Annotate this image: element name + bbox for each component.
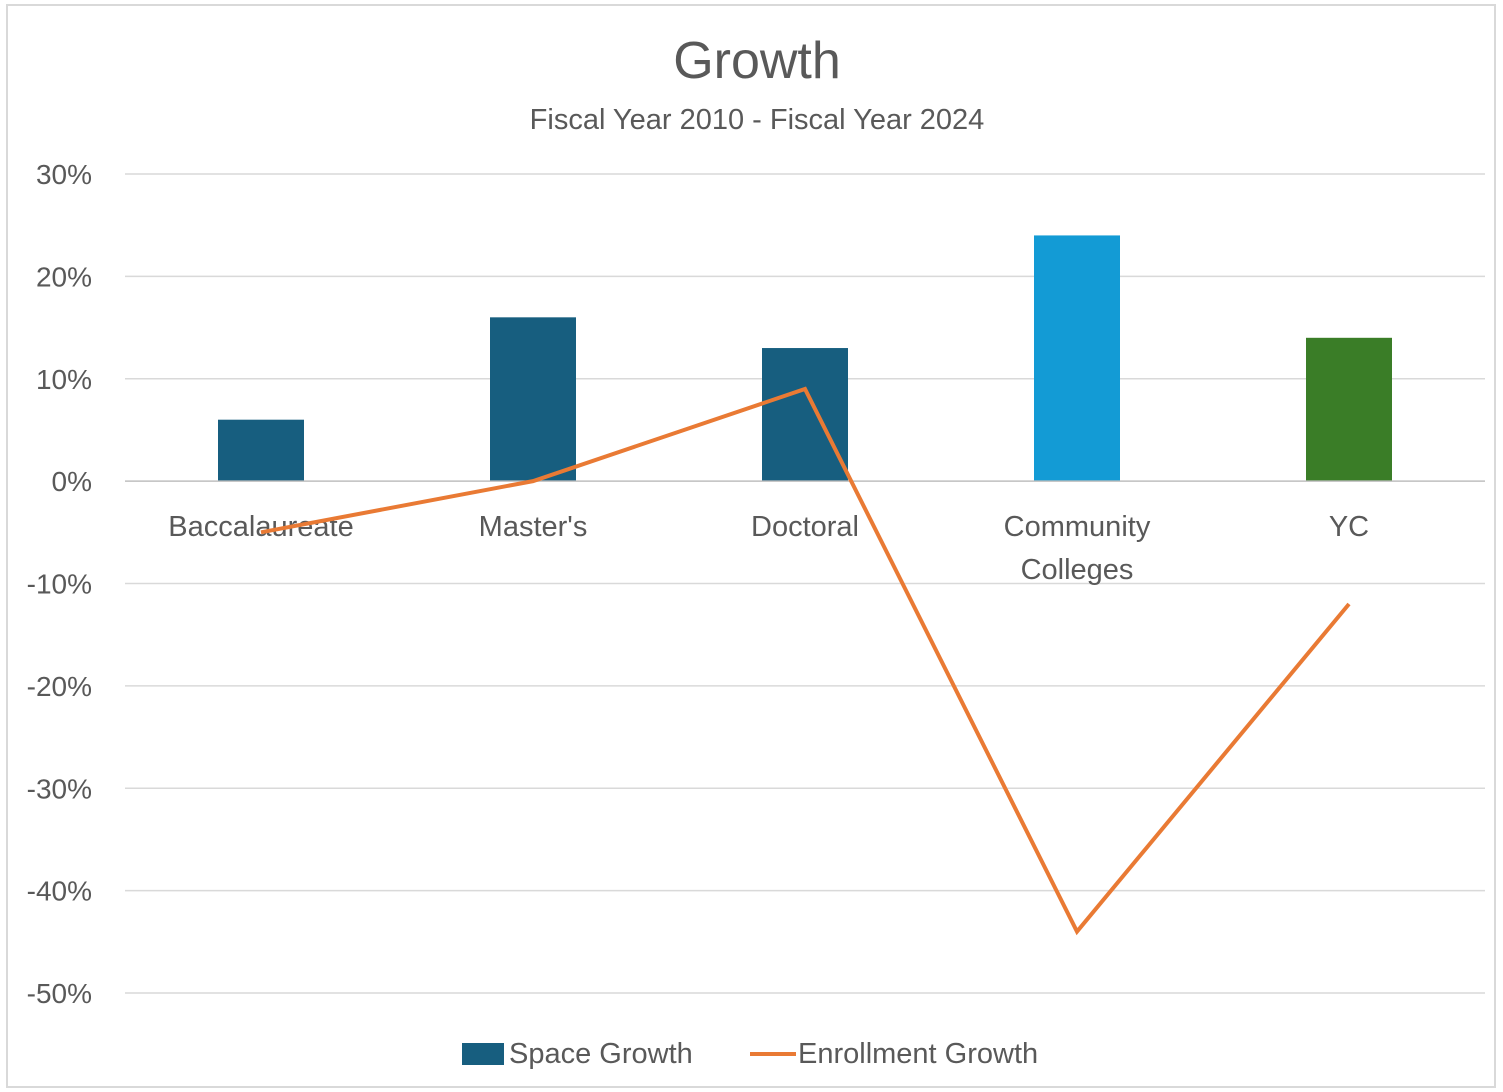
y-tick-label: 30% <box>36 159 92 190</box>
y-tick-label: -40% <box>27 876 92 907</box>
space-growth-bar <box>490 317 576 482</box>
category-label: Master's <box>479 511 588 543</box>
legend-label-enrollment-growth: Enrollment Growth <box>798 1038 1038 1070</box>
space-growth-bar <box>1034 235 1120 482</box>
y-tick-label: -20% <box>27 671 92 702</box>
category-labels: Baccalaureate Master's Doctoral Community Co… <box>168 511 1369 586</box>
legend-item-enrollment-growth: Enrollment Growth <box>750 1038 1038 1070</box>
chart-frame <box>6 4 1496 1088</box>
y-tick-label: -30% <box>27 773 92 804</box>
y-tick-label: 20% <box>36 261 92 292</box>
legend-swatch-bar <box>462 1043 504 1065</box>
enrollment-growth-line <box>260 386 1351 936</box>
space-growth-bar <box>762 348 848 482</box>
y-axis-ticks: 30% 20% 10% 0% -10% -20% -30% -40% -50% <box>27 159 92 1009</box>
legend-item-space-growth: Space Growth <box>462 1038 693 1070</box>
gridlines <box>125 173 1485 994</box>
space-growth-bar <box>218 419 304 482</box>
category-label: Baccalaureate <box>168 511 353 543</box>
category-label: YC <box>1329 511 1369 543</box>
y-tick-label: 0% <box>52 466 92 497</box>
y-tick-label: -50% <box>27 978 92 1009</box>
legend: Space Growth Enrollment Growth <box>462 1038 1038 1070</box>
chart-subtitle: Fiscal Year 2010 - Fiscal Year 2024 <box>530 104 985 136</box>
category-label: Doctoral <box>751 511 859 543</box>
space-growth-bars <box>218 235 1392 482</box>
legend-label-space-growth: Space Growth <box>509 1038 693 1070</box>
space-growth-bar <box>1306 337 1392 482</box>
y-tick-label: 10% <box>36 364 92 395</box>
enrollment-growth-series-line <box>260 386 1351 936</box>
y-tick-label: -10% <box>27 569 92 600</box>
chart-title: Growth <box>673 32 841 90</box>
category-label: Community Colleges <box>1004 511 1151 586</box>
